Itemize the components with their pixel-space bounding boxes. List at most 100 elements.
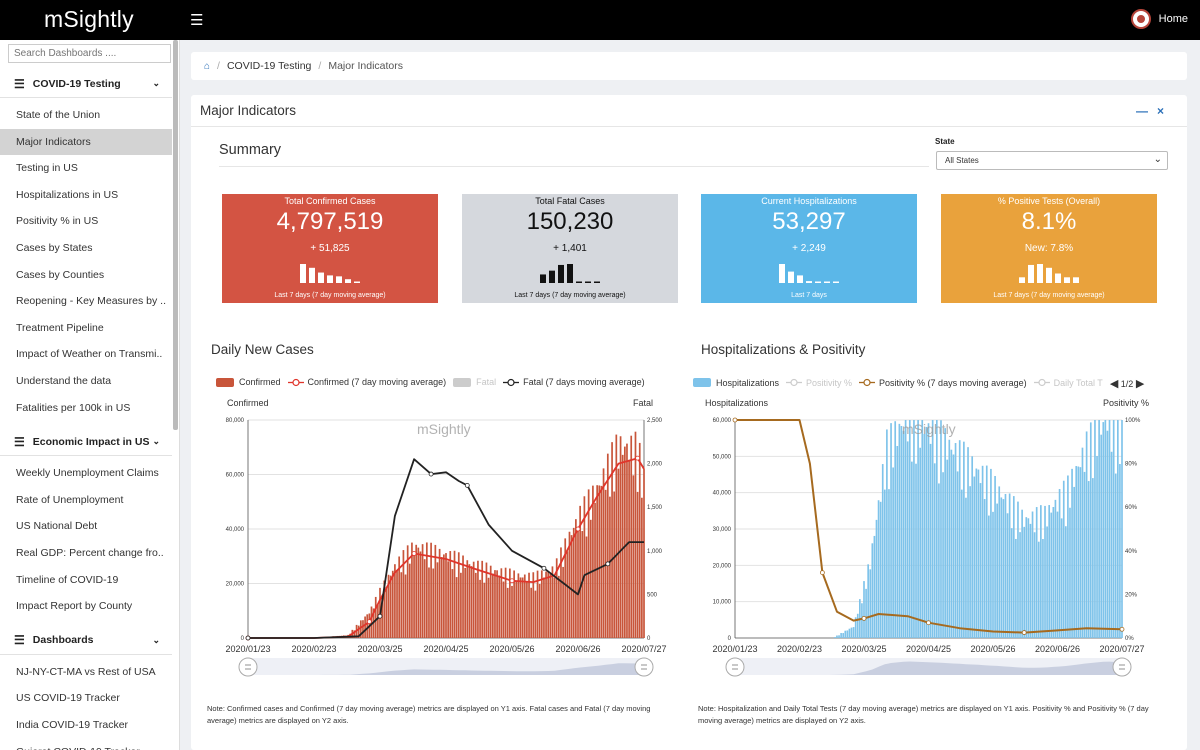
bar [883, 489, 886, 638]
bar [956, 471, 959, 638]
bar [387, 574, 390, 638]
breadcrumb-item-section[interactable]: COVID-19 Testing [226, 60, 312, 72]
bar [927, 423, 930, 638]
sidebar-item[interactable]: Rate of Unemployment [16, 493, 124, 506]
kpi-delta: + 2,249 [792, 243, 826, 254]
bar [579, 505, 581, 638]
chevron-down-icon[interactable]: ⌄ [152, 436, 160, 447]
bar [398, 556, 401, 638]
legend-item[interactable]: Positivity % (7 days moving average) [859, 378, 1027, 388]
kpi-footer: Last 7 days (7 day moving average) [993, 292, 1105, 299]
sidebar-item[interactable]: Cases by Counties [16, 268, 105, 281]
sidebar-section-2[interactable]: ☰ Dashboards ⌄ [0, 627, 172, 655]
sidebar-item[interactable]: Testing in US [16, 162, 78, 175]
list-icon: ☰ [14, 633, 25, 648]
sidebar-item[interactable]: Impact Report by County [16, 600, 133, 613]
bar [1079, 467, 1082, 638]
bar [509, 568, 511, 638]
bar [577, 526, 579, 638]
kpi-delta: + 51,825 [310, 243, 350, 254]
app-logo[interactable]: mSightly [44, 6, 134, 32]
bar [1073, 486, 1075, 638]
sidebar-item[interactable]: Understand the data [16, 375, 112, 387]
close-icon[interactable]: × [1156, 104, 1173, 118]
bar [969, 486, 971, 638]
kpi-card: Total Fatal Cases 150,230 + 1,401 Last 7 da… [462, 194, 678, 303]
sidebar-item[interactable]: NJ-NY-CT-MA vs Rest of USA [16, 665, 156, 678]
daily-new-cases-title: Daily New Cases [211, 342, 314, 357]
chevron-down-icon[interactable]: ⌄ [152, 634, 160, 645]
sidebar-item[interactable]: Cases by States [16, 242, 93, 254]
legend-label: Confirmed (7 day moving average) [307, 377, 447, 387]
legend-label: Positivity % [806, 377, 853, 388]
bar [483, 582, 486, 638]
legend-item[interactable]: Confirmed (7 day moving average) [287, 377, 447, 387]
bar [517, 573, 520, 638]
bar [504, 567, 507, 638]
sidebar-item[interactable]: State of the Union [16, 109, 101, 121]
series-point [1119, 626, 1125, 632]
legend-item[interactable]: Hospitalizations [693, 378, 779, 388]
legend-next-icon[interactable]: ▶ [1135, 378, 1145, 390]
bar [892, 467, 894, 638]
sidebar-item[interactable]: India COVID-19 Tracker [16, 719, 129, 731]
bar [846, 630, 849, 638]
bar [856, 613, 859, 638]
legend-item[interactable]: Confirmed [216, 377, 281, 387]
daily-new-cases-chart[interactable]: 0 20,000 40,000 60,000 80,000 0 500 1,000 1,500 2… [191, 413, 681, 685]
series-point [819, 570, 825, 576]
kpi-spark-bar [594, 281, 600, 283]
bar [990, 468, 992, 638]
legend-item[interactable]: Daily Total T [1033, 378, 1103, 388]
sidebar-item[interactable]: Hospitalizations in US [16, 188, 119, 201]
sidebar-item[interactable]: Fatalities per 100k in US [16, 401, 131, 414]
bar [1106, 430, 1109, 638]
sidebar-item[interactable]: Major Indicators [0, 128, 172, 155]
legend-prev-icon[interactable]: ◀ [1109, 378, 1119, 390]
bar [1037, 541, 1040, 638]
minimize-icon[interactable]: — [1135, 104, 1157, 118]
sidebar-section-0[interactable]: ☰ COVID-19 Testing ⌄ [0, 70, 172, 98]
home-label: Home [1158, 13, 1188, 25]
sidebar-section-1[interactable]: ☰ Economic Impact in US ⌄ [0, 428, 172, 457]
range-slider-handle [238, 657, 258, 677]
state-select[interactable]: All States ⌄ [936, 151, 1168, 170]
bar [1017, 501, 1019, 638]
bar [445, 553, 447, 638]
home-icon[interactable]: ⌂ [204, 60, 211, 72]
sidebar-item[interactable]: Impact of Weather on Transmi.. [16, 348, 163, 361]
sidebar-item[interactable]: Timeline of COVID-19 [16, 573, 119, 586]
sidebar-item[interactable]: US COVID-19 Tracker [16, 692, 120, 705]
sidebar-scrollbar[interactable] [173, 40, 178, 430]
legend-pager[interactable]: ◀ 1/2 ▶ [1109, 378, 1145, 390]
bar [854, 617, 857, 638]
sidebar-item[interactable]: Positivity % in US [16, 215, 99, 228]
legend-item[interactable]: Fatal [453, 377, 496, 387]
bar [1092, 478, 1094, 638]
sidebar-item[interactable]: Gujarat COVID-19 Tracker [0, 739, 172, 750]
menu-toggle-icon[interactable]: ☰ [190, 12, 204, 29]
sidebar-item[interactable]: Treatment Pipeline [16, 321, 104, 334]
bar [992, 511, 994, 638]
bar [973, 476, 976, 638]
home-link[interactable]: Home [1130, 9, 1188, 29]
chevron-down-icon[interactable]: ⌄ [152, 78, 160, 88]
sidebar-item[interactable]: Weekly Unemployment Claims [16, 467, 159, 480]
kpi-spark-bar [1064, 277, 1070, 283]
legend-item[interactable]: Positivity % [786, 378, 852, 388]
legend-item[interactable]: Fatal (7 days moving average) [503, 377, 645, 387]
series-point [509, 578, 515, 584]
sidebar-item[interactable]: Real GDP: Percent change fro.. [16, 547, 164, 559]
search-input[interactable] [8, 44, 171, 63]
bar [391, 570, 394, 638]
bar [983, 499, 986, 638]
kpi-spark-bar [1073, 277, 1079, 283]
hospitalizations-chart[interactable]: 0 10,000 20,000 30,000 40,000 50,000 60,000 0% 2… [687, 413, 1187, 685]
sidebar-item[interactable]: Reopening - Key Measures by .. [16, 295, 166, 308]
bar [555, 558, 558, 638]
y1-tick-label: 10,000 [713, 600, 732, 606]
bar [575, 519, 577, 638]
bar [1121, 420, 1123, 638]
sidebar-item[interactable]: US National Debt [16, 520, 98, 533]
kpi-spark-bar [824, 281, 830, 283]
